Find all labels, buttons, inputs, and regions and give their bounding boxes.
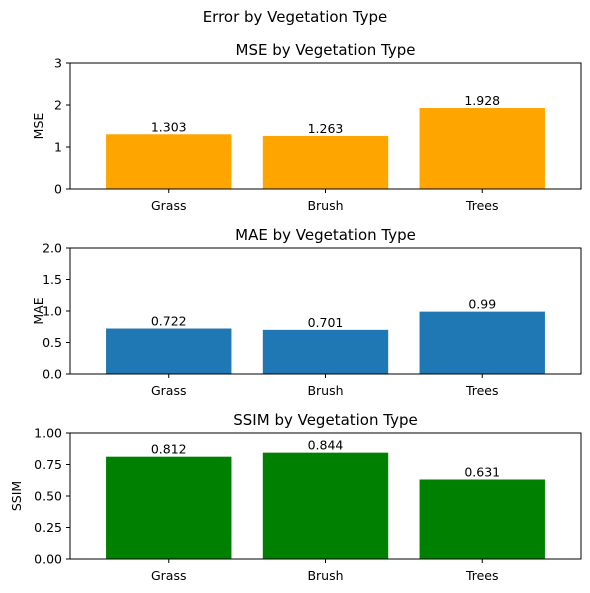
y-tick-label: 1.00 bbox=[34, 426, 62, 441]
y-tick-label: 2 bbox=[54, 98, 62, 113]
bar-grass bbox=[106, 328, 232, 374]
bar-value-label: 0.99 bbox=[468, 297, 496, 312]
x-tick-label: Trees bbox=[465, 198, 499, 213]
bar-brush bbox=[262, 135, 389, 189]
bar-trees bbox=[419, 311, 545, 374]
y-axis-label: MAE bbox=[31, 297, 46, 324]
bar-value-label: 1.928 bbox=[464, 93, 500, 108]
bar-value-label: 0.844 bbox=[308, 438, 344, 453]
bar-brush bbox=[262, 329, 389, 374]
x-tick-label: Brush bbox=[307, 198, 343, 213]
y-tick-label: 1.0 bbox=[42, 304, 62, 319]
chart-panel-2: MAE by Vegetation Type MAE 0.722 Grass 0.701… bbox=[31, 226, 582, 398]
bar-value-label: 0.701 bbox=[308, 315, 344, 330]
chart-title: MSE by Vegetation Type bbox=[236, 41, 416, 59]
y-axis-label: MSE bbox=[31, 113, 46, 140]
bar-value-label: 0.812 bbox=[151, 442, 187, 457]
y-tick-label: 0.00 bbox=[34, 552, 62, 567]
x-tick-label: Grass bbox=[151, 568, 187, 583]
chart-title: SSIM by Vegetation Type bbox=[233, 411, 417, 429]
y-tick-label: 0.5 bbox=[42, 335, 62, 350]
bar-grass bbox=[106, 134, 232, 189]
chart-panel-1: MSE by Vegetation Type MSE 1.303 Grass 1.263… bbox=[31, 41, 582, 213]
x-tick-label: Grass bbox=[151, 198, 187, 213]
x-tick-label: Trees bbox=[465, 383, 499, 398]
y-tick-label: 0.50 bbox=[34, 489, 62, 504]
chart-title: MAE by Vegetation Type bbox=[235, 226, 416, 244]
y-tick-label: 1.5 bbox=[42, 272, 62, 287]
bar-grass bbox=[106, 456, 232, 559]
y-tick-label: 2.0 bbox=[42, 241, 62, 256]
axes-frame bbox=[69, 247, 582, 375]
chart-panel-3: SSIM by Vegetation Type SSIM 0.812 Grass 0.8… bbox=[9, 411, 582, 583]
x-tick-label: Brush bbox=[307, 568, 343, 583]
y-tick-label: 0.25 bbox=[34, 520, 62, 535]
bar-value-label: 1.263 bbox=[308, 121, 344, 136]
bar-value-label: 1.303 bbox=[151, 119, 187, 134]
y-tick-label: 1 bbox=[54, 140, 62, 155]
axes-frame bbox=[69, 62, 582, 190]
y-tick-label: 0 bbox=[54, 182, 62, 197]
x-tick-label: Brush bbox=[307, 383, 343, 398]
x-tick-label: Trees bbox=[465, 568, 499, 583]
axes-frame bbox=[69, 432, 582, 560]
y-tick-label: 0.75 bbox=[34, 457, 62, 472]
figure-title: Error by Vegetation Type bbox=[203, 8, 388, 26]
bar-trees bbox=[419, 479, 545, 559]
x-tick-label: Grass bbox=[151, 383, 187, 398]
y-axis-label: SSIM bbox=[9, 481, 24, 511]
y-tick-label: 3 bbox=[54, 56, 62, 71]
bar-trees bbox=[419, 108, 545, 189]
bar-value-label: 0.631 bbox=[464, 464, 500, 479]
bar-value-label: 0.722 bbox=[151, 314, 187, 329]
y-tick-label: 0.0 bbox=[42, 367, 62, 382]
bar-brush bbox=[262, 452, 389, 559]
